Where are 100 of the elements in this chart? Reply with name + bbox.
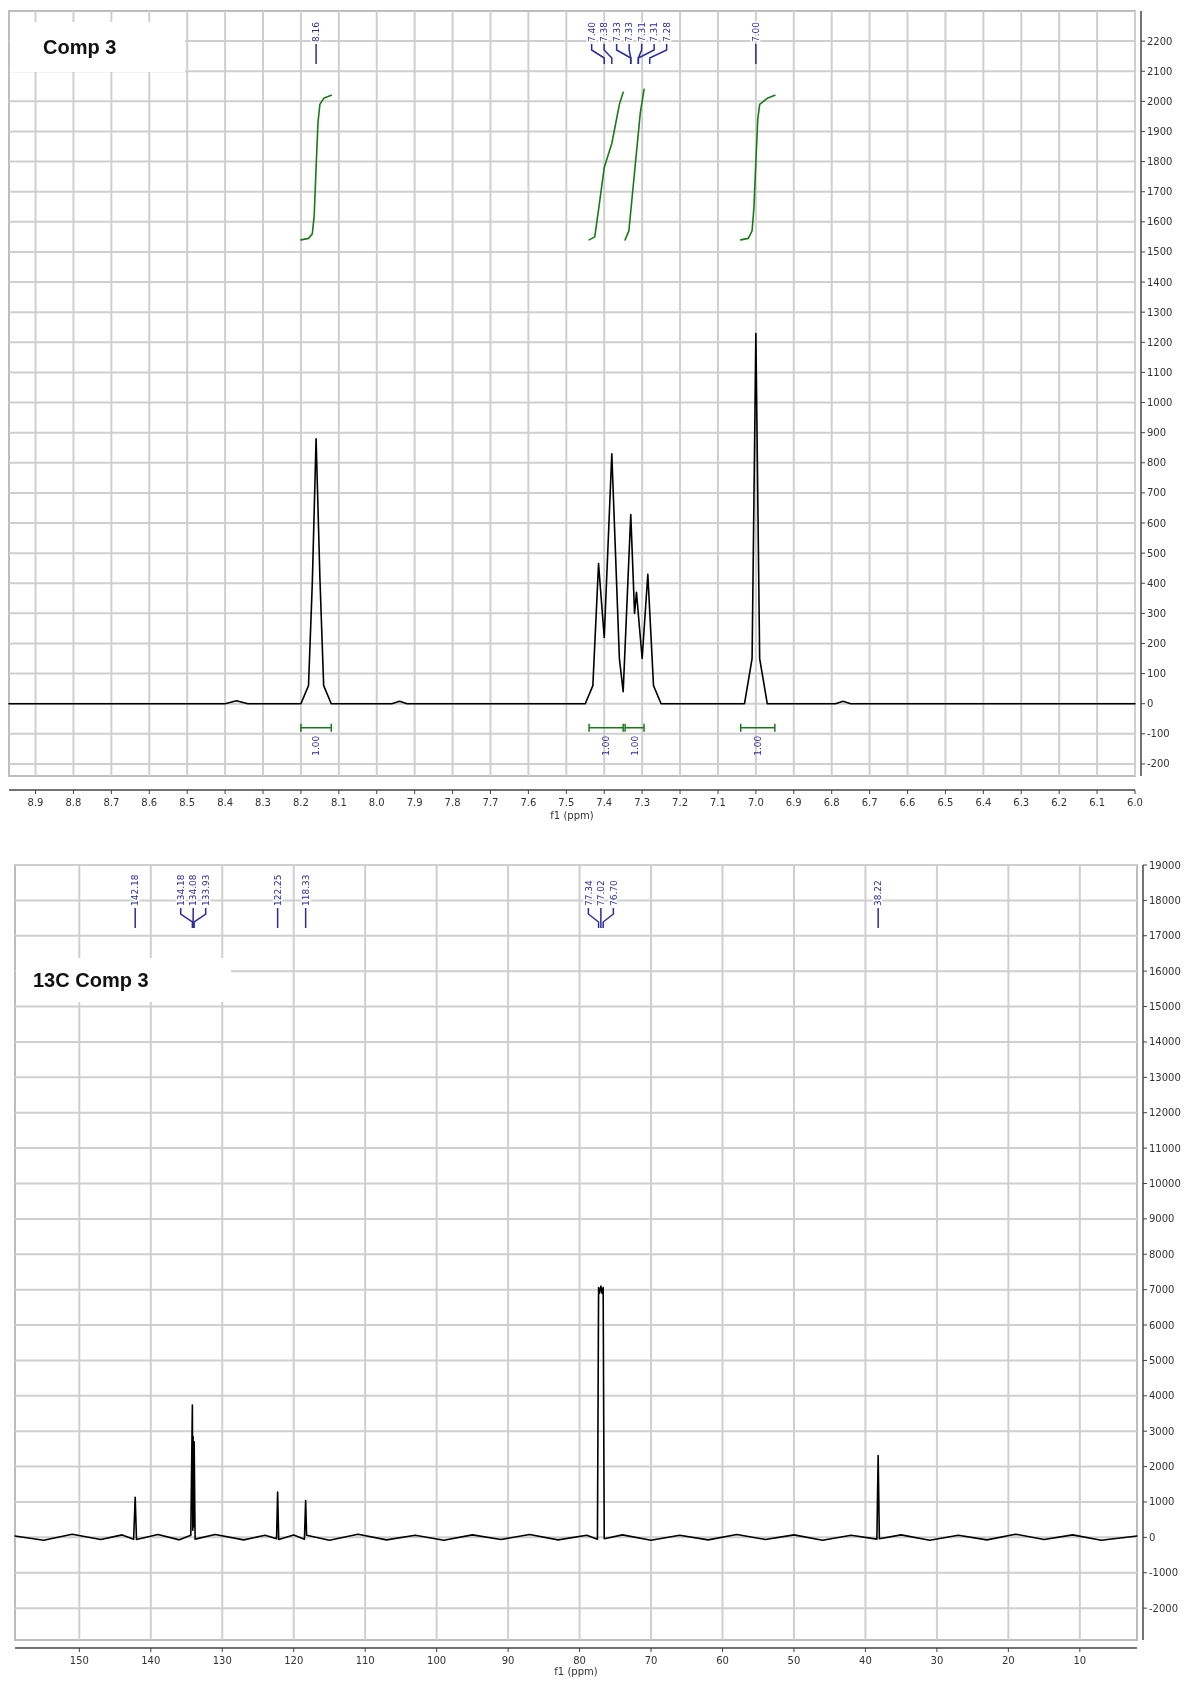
y-tick-label: 16000 (1149, 965, 1181, 977)
x-tick-label: 80 (573, 1655, 586, 1666)
x-tick-label: 8.5 (179, 797, 196, 808)
x-tick-label: 6.3 (1013, 797, 1030, 808)
annotation: 38.22 (873, 880, 884, 906)
annotation: 1.00 (752, 735, 763, 756)
x-tick-label: 6.7 (861, 797, 878, 808)
y-tick-label: -200 (1147, 758, 1170, 770)
annotation: 1.00 (629, 735, 640, 756)
y-tick-label: 500 (1147, 547, 1167, 559)
x-tick-label: 8.2 (292, 797, 309, 808)
x-tick-label: 6.5 (937, 797, 954, 808)
x-tick-label: 7.3 (634, 797, 651, 808)
y-tick-label: 11000 (1149, 1142, 1181, 1154)
x-tick-label: 6.9 (785, 797, 802, 808)
y-tick-label: 1000 (1147, 397, 1173, 409)
y-tick-label: 2000 (1147, 95, 1173, 107)
annotation: 134.18 (175, 874, 186, 906)
annotation: 7.40 (586, 21, 597, 42)
annotation: 142.18 (130, 874, 141, 906)
annotation: 7.00 (751, 21, 762, 42)
x-tick-label: 6.2 (1051, 797, 1068, 808)
y-tick-label: 1500 (1147, 246, 1173, 258)
text: Comp 3 (43, 36, 117, 58)
x-tick-label: 8.1 (330, 797, 347, 808)
y-tick-label: 12000 (1149, 1107, 1181, 1119)
annotation: 7.28 (661, 21, 672, 42)
x-tick-label: 8.3 (255, 797, 271, 808)
x-tick-label: 8.9 (27, 797, 44, 808)
x-tick-label: 20 (1002, 1655, 1015, 1666)
y-tick-label: 13000 (1149, 1071, 1181, 1083)
y-tick-label: 6000 (1149, 1319, 1175, 1331)
x-tick-label: 40 (859, 1655, 872, 1666)
annotation: 133.93 (200, 874, 211, 906)
y-tick-label: 900 (1147, 427, 1167, 439)
x-tick-label: 130 (212, 1655, 232, 1666)
y-tick-label: 4000 (1149, 1390, 1175, 1402)
x-tick-label: 50 (787, 1655, 801, 1666)
x-tick-label: 7.1 (710, 797, 726, 808)
text: 13C Comp 3 (33, 969, 149, 991)
annotation: 7.33 (624, 21, 635, 42)
x-tick-label: 140 (141, 1655, 161, 1666)
annotation: 134.08 (188, 874, 199, 906)
line-series (14, 1285, 1138, 1542)
x-tick-label: 8.6 (141, 797, 158, 808)
y-tick-label: -1000 (1149, 1567, 1179, 1579)
annotation: 7.33 (611, 21, 622, 42)
y-tick-label: 17000 (1149, 930, 1181, 942)
y-tick-label: 100 (1147, 668, 1167, 680)
x-tick-label: 8.0 (368, 797, 385, 808)
y-tick-label: 200 (1147, 637, 1167, 649)
x-tick-label: 8.7 (103, 797, 120, 808)
x-tick-label: 70 (644, 1655, 658, 1666)
y-tick-label: 7000 (1149, 1284, 1175, 1296)
annotation: 77.02 (596, 880, 607, 906)
line-series (588, 91, 624, 241)
y-tick-label: 2200 (1147, 35, 1173, 47)
x-tick-label: 110 (355, 1655, 375, 1666)
x-tick-label: 10 (1073, 1655, 1087, 1666)
y-tick-label: 800 (1147, 457, 1167, 469)
x-tick-label: 7.5 (558, 797, 575, 808)
y-tick-label: 1600 (1147, 216, 1173, 228)
x-tick-label: 150 (69, 1655, 89, 1666)
x-tick-label: 8.8 (65, 797, 82, 808)
x-tick-label: 90 (501, 1655, 515, 1666)
y-tick-label: 18000 (1149, 894, 1181, 906)
x-tick-label: 7.4 (596, 797, 613, 808)
y-tick-label: 1200 (1147, 336, 1173, 348)
y-tick-label: 3000 (1149, 1425, 1175, 1437)
x-tick-label: 6.6 (899, 797, 916, 808)
x-tick-label: 7.7 (482, 797, 499, 808)
annotation: 77.34 (583, 879, 594, 906)
x-tick-label: 6.8 (823, 797, 840, 808)
y-tick-label: 400 (1147, 577, 1167, 589)
y-tick-label: 8000 (1149, 1248, 1175, 1260)
y-tick-label: 0 (1149, 1531, 1156, 1543)
y-tick-label: 9000 (1149, 1213, 1175, 1225)
y-tick-label: 600 (1147, 517, 1167, 529)
x-tick-label: 7.0 (747, 797, 764, 808)
y-tick-label: 10000 (1149, 1177, 1181, 1189)
annotation: 122.25 (272, 874, 283, 906)
y-tick-label: 0 (1147, 698, 1154, 710)
y-tick-label: 1100 (1147, 366, 1173, 378)
y-tick-label: 5000 (1149, 1354, 1175, 1366)
x-tick-label: 7.8 (444, 797, 461, 808)
x-tick-label: 7.6 (520, 797, 537, 808)
x-axis-title: f1 (ppm) (550, 810, 594, 821)
y-tick-label: 19000 (1149, 859, 1181, 871)
annotation: 76.70 (608, 879, 619, 906)
x-tick-label: 6.1 (1089, 797, 1106, 808)
annotation: 118.33 (300, 874, 311, 906)
x-tick-label: 100 (427, 1655, 447, 1666)
y-tick-label: 300 (1147, 607, 1167, 619)
line-series (8, 332, 1136, 705)
annotation: 7.31 (649, 21, 660, 42)
annotation: 1.00 (601, 735, 612, 756)
y-tick-label: 1900 (1147, 125, 1173, 137)
y-tick-label: 700 (1147, 487, 1167, 499)
x-tick-label: 60 (716, 1655, 729, 1666)
line-series (300, 94, 333, 241)
